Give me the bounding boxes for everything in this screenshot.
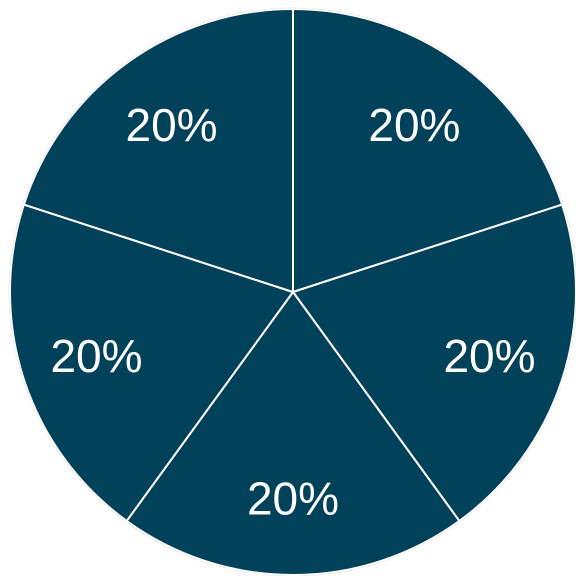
pie-slice-label-1: 20% — [368, 99, 460, 151]
pie-slice-label-3: 20% — [247, 473, 339, 525]
pie-slice-label-2: 20% — [443, 330, 535, 382]
pie-slice-label-4: 20% — [50, 330, 142, 382]
pie-slice-label-5: 20% — [126, 99, 218, 151]
